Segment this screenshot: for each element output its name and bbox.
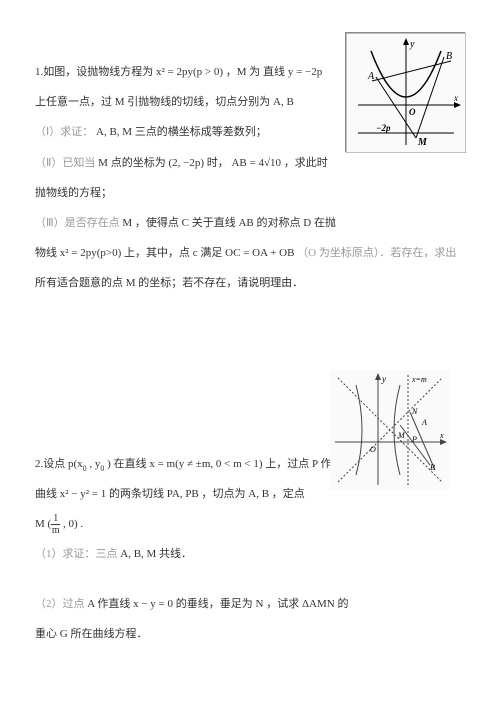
sub: 0 — [100, 464, 104, 473]
text: （1）求证：三点 — [35, 548, 120, 560]
hyperbola-figure-svg: y x x=m N A M P B O — [330, 370, 450, 490]
text: （2）过点 — [35, 598, 87, 610]
label-A: A — [421, 418, 427, 427]
text: , 0) . — [60, 518, 83, 530]
label-P: P — [411, 435, 417, 444]
text: ΔAMN 的 — [302, 598, 349, 610]
text: ，求此时 — [284, 157, 328, 169]
numerator: 1 — [51, 513, 60, 525]
label-A: A — [367, 71, 375, 82]
text: OC = OA + OB — [225, 247, 294, 259]
eq: y = −2p — [288, 66, 322, 78]
text: M ，使得点 — [122, 217, 179, 229]
text: ，M 为 直线 — [226, 66, 288, 78]
p1-line8: 所有适合题意的点 M 的坐标；若不存在，请说明理由． — [35, 271, 465, 295]
parabola-figure-svg: y x A B O M −2p — [346, 33, 466, 153]
text: 曲线 — [35, 488, 57, 500]
text: 重心 — [35, 628, 57, 640]
eq: x = m(y ≠ ±m, 0 < m < 1) 上，过点 — [149, 458, 309, 470]
label-M: M — [417, 137, 428, 148]
text: 物线 — [35, 247, 57, 259]
text: 所有适合题意的点 — [35, 277, 123, 289]
text: M 点的坐标为 — [98, 157, 166, 169]
text: A, B, M 共线． — [120, 548, 192, 560]
text: ) 在直线 — [107, 458, 149, 470]
text: 1.如图，设抛物线方程为 — [35, 66, 153, 78]
label-B: B — [430, 463, 435, 472]
text: A 作直线 x − y = 0 的垂线，垂足为 — [87, 598, 253, 610]
label-B: B — [446, 51, 452, 62]
text: A, B — [273, 96, 294, 108]
label-O: O — [409, 107, 416, 117]
p1-line7: 物线 x² = 2py(p>0) 上，其中，点 c 满足 OC = OA + O… — [35, 241, 465, 265]
p1-line1: 1.如图，设抛物线方程为 x² = 2py(p > 0) ，M 为 直线 y =… — [35, 60, 335, 84]
text: 2.设点 — [35, 458, 68, 470]
hyperbola-right — [394, 385, 400, 475]
text: G 所在曲线方程． — [60, 628, 148, 640]
eq: x² = 2py(p > 0) — [156, 66, 223, 78]
text: N ，试求 — [256, 598, 300, 610]
p2-line3: M (1m , 0) . — [35, 512, 465, 536]
label-xm: x=m — [411, 375, 427, 384]
text: , y — [89, 458, 100, 470]
label-y2: y — [381, 374, 386, 384]
eq: x² = 2py(p>0) 上，其中，点 c 满足 — [60, 247, 223, 259]
label-M: M — [397, 431, 406, 440]
label-minus2p: −2p — [376, 123, 391, 133]
eq: x² − y² = 1 的两条切线 — [60, 488, 164, 500]
p2-line4: （1）求证：三点 A, B, M 共线． — [35, 542, 465, 566]
p2-line6: 重心 G 所在曲线方程． — [35, 622, 465, 646]
text: （Ⅱ）已知当 — [35, 157, 95, 169]
p1-line2: 上任意一点，过 M 引抛物线的切线，切点分别为 A, B — [35, 90, 335, 114]
sub: 0 — [83, 464, 87, 473]
p1-line6: （Ⅲ）是否存在点 M ，使得点 C 关于直线 AB 的对称点 D 在抛 — [35, 211, 465, 235]
figure-2: y x x=m N A M P B O — [330, 370, 450, 490]
text: 上任意一点，过 — [35, 96, 112, 108]
text: M ( — [35, 518, 51, 530]
label-y: y — [409, 39, 415, 50]
text: D 在抛 — [303, 217, 336, 229]
label-N: N — [411, 407, 418, 416]
p1-line4: （Ⅱ）已知当 M 点的坐标为 (2, −2p) 时， AB = 4√10 ，求此… — [35, 151, 335, 175]
hyperbola-left — [356, 385, 362, 475]
label-x: x — [453, 93, 458, 103]
figure-1: y x A B O M −2p — [345, 32, 465, 152]
fraction: 1m — [51, 513, 60, 536]
text: （Ⅰ）求证： — [35, 126, 93, 138]
text: C 关于直线 AB 的对称点 — [182, 217, 301, 229]
text: PA, PB ，切点为 A, B ，定点 — [167, 488, 305, 500]
text: 抛物线的方程； — [35, 187, 112, 199]
text: A, B, M 三点的横坐标成等差数列； — [96, 126, 267, 138]
denominator: m — [51, 525, 60, 536]
text: （O 为坐标原点）．若存在，求出 — [297, 247, 456, 259]
p2-line5: （2）过点 A 作直线 x − y = 0 的垂线，垂足为 N ，试求 ΔAMN… — [35, 592, 465, 616]
text: M 的坐标；若不存在，请说明理由． — [126, 277, 304, 289]
eq: AB = 4√10 — [231, 157, 281, 169]
text: (2, −2p) 时， — [168, 157, 228, 169]
label-O2: O — [370, 445, 376, 454]
text: p(x — [68, 458, 83, 470]
text: （Ⅲ）是否存在点 — [35, 217, 120, 229]
p1-line3: （Ⅰ）求证： A, B, M 三点的横坐标成等差数列； — [35, 120, 335, 144]
label-x2: x — [439, 431, 444, 440]
p1-line5: 抛物线的方程； — [35, 181, 465, 205]
y-arrow-2 — [375, 373, 381, 380]
text: M 引抛物线的切线，切点分别为 — [115, 96, 271, 108]
